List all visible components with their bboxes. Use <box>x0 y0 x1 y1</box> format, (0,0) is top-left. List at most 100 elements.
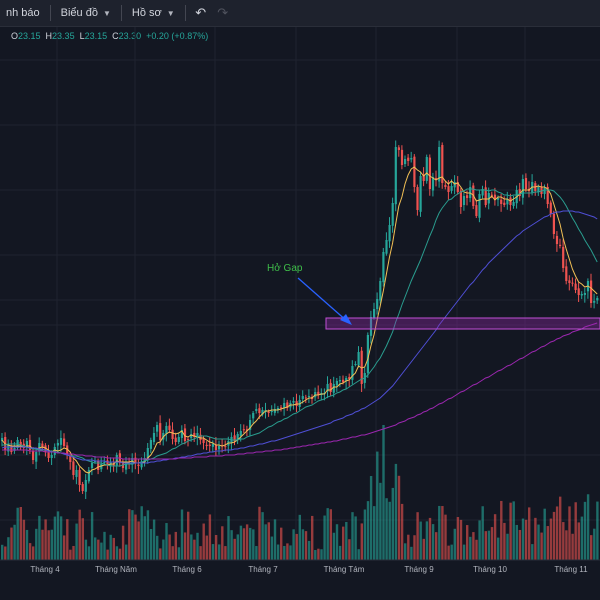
volume-bar <box>221 526 224 560</box>
volume-bar <box>382 425 385 560</box>
candle-body <box>521 179 524 198</box>
candle-body <box>407 157 410 161</box>
candle-body <box>583 293 586 295</box>
candle-body <box>100 464 103 470</box>
volume-bar <box>400 503 404 560</box>
volume-bar <box>103 531 106 560</box>
candle-body <box>307 396 311 397</box>
chevron-down-icon: ▼ <box>166 8 175 18</box>
volume-bar <box>16 507 19 560</box>
close-value: 23.30 <box>118 31 142 41</box>
volume-bar <box>497 537 500 560</box>
volume-bar <box>44 519 47 560</box>
chart-menu-label: Biểu đồ <box>60 7 98 19</box>
high-label: H <box>45 31 53 41</box>
volume-bar <box>438 505 441 560</box>
volume-bar <box>211 544 215 560</box>
volume-bar <box>354 516 357 560</box>
volume-bar <box>388 501 391 560</box>
candle-body <box>549 202 552 214</box>
volume-bar <box>441 506 444 560</box>
candle-body <box>267 411 270 413</box>
redo-icon[interactable]: ↷ <box>217 5 229 20</box>
undo-icon[interactable]: ↶ <box>195 5 207 20</box>
candle-body <box>205 444 208 446</box>
volume-bar <box>174 531 177 560</box>
candle-body <box>503 202 506 205</box>
volume-bar <box>351 512 354 560</box>
candle-body <box>224 446 227 448</box>
candle-body <box>425 157 428 181</box>
volume-bar <box>4 546 7 560</box>
candle-body <box>32 451 35 460</box>
volume-bar <box>369 476 373 560</box>
volume-bar <box>280 527 283 560</box>
volume-bar <box>295 533 298 560</box>
candle-body <box>456 182 459 192</box>
volume-bar <box>227 516 230 560</box>
candle-body <box>348 376 351 379</box>
volume-bar <box>555 506 559 560</box>
chart-grid <box>0 27 600 560</box>
alert-menu-label: nh báo <box>6 7 40 19</box>
volume-bar <box>13 524 16 560</box>
volume-bar <box>537 524 540 560</box>
volume-bar <box>10 527 13 560</box>
candle-body <box>134 457 137 463</box>
volume-bar <box>456 517 460 560</box>
volume-bar <box>552 511 556 560</box>
candle-body <box>59 438 63 445</box>
candle-body <box>38 443 41 451</box>
volume-bar <box>258 506 261 560</box>
x-tick-label: Tháng Tám <box>324 565 365 574</box>
candle-body <box>326 384 329 392</box>
toolbar-divider <box>184 5 186 21</box>
x-tick-label: Tháng 10 <box>473 565 507 574</box>
candle-body <box>391 203 394 226</box>
volume-bar <box>109 534 112 560</box>
candle-body <box>543 188 546 194</box>
volume-bar <box>202 523 205 560</box>
toolbar-divider <box>49 5 51 21</box>
candle-body <box>410 158 413 160</box>
candle-body <box>345 378 348 381</box>
volume-bar <box>125 544 128 560</box>
chart-menu[interactable]: Biểu đồ ▼ <box>55 0 117 26</box>
candle-body <box>453 182 456 188</box>
volume-bar <box>323 515 326 560</box>
candle-body <box>193 432 196 437</box>
volume-bar <box>314 549 317 560</box>
volume-bar <box>214 534 218 560</box>
candle-body <box>506 199 509 205</box>
volume-bar <box>196 532 199 560</box>
volume-bar <box>75 523 78 560</box>
volume-bar <box>360 523 363 560</box>
profile-menu[interactable]: Hồ sơ ▼ <box>126 0 181 26</box>
volume-bar <box>249 527 252 560</box>
x-axis: Tháng 4 Tháng Năm Tháng 6 Tháng 7 Tháng Tám T… <box>0 559 600 574</box>
candle-body <box>187 439 190 441</box>
candle-body <box>97 460 100 470</box>
volume-bar <box>84 539 88 560</box>
volume-bar <box>484 531 487 560</box>
volume-bar <box>162 539 165 560</box>
price-chart[interactable]: Hở Gap Tháng 4 Tháng Năm Tháng 6 Tháng 7 Thá… <box>0 27 600 600</box>
gap-zone[interactable] <box>325 317 600 330</box>
candle-body <box>382 252 385 283</box>
volume-bar <box>242 528 246 560</box>
volume-bar <box>407 534 410 560</box>
candle-body <box>149 440 152 449</box>
volume-bar <box>152 519 156 560</box>
volume-bar <box>156 535 159 560</box>
candle-body <box>459 190 462 207</box>
alert-menu[interactable]: nh báo <box>0 0 46 26</box>
candle-body <box>165 426 168 434</box>
candle-body <box>7 445 10 452</box>
volume-bar <box>546 526 549 560</box>
volume-bar <box>22 519 26 560</box>
chevron-down-icon: ▼ <box>102 8 111 18</box>
volume-bar <box>307 540 311 560</box>
volume-bar <box>459 519 463 560</box>
volume-bar <box>224 546 227 560</box>
volume-bar <box>239 525 243 560</box>
